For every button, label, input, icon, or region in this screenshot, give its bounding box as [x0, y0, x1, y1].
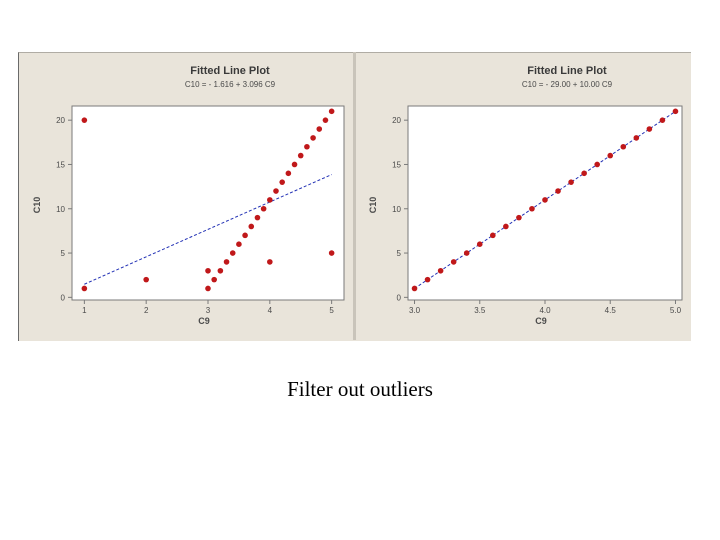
data-point	[273, 188, 279, 194]
data-point	[81, 117, 88, 123]
fitted-line-plot-filtered: Fitted Line Plot C10 = - 29.00 + 10.00 C9…	[368, 65, 683, 326]
data-point	[424, 276, 431, 283]
data-point	[205, 267, 211, 274]
regression-equation: C10 = - 29.00 + 10.00 C9	[522, 80, 613, 89]
fitted-line-plot-with-outliers: Fitted Line Plot C10 = - 1.616 + 3.096 C9…	[32, 65, 345, 326]
regression-equation: C10 = - 1.616 + 3.096 C9	[185, 80, 276, 89]
data-point	[620, 143, 627, 150]
x-axis-label: C9	[535, 316, 547, 326]
data-point	[310, 135, 316, 141]
plot-area	[407, 105, 683, 301]
data-point	[267, 259, 273, 265]
x-tick-label: 4.5	[605, 306, 617, 315]
data-point	[516, 214, 522, 221]
x-tick-label: 3	[206, 306, 211, 315]
chart-title: Fitted Line Plot	[190, 65, 270, 77]
y-tick-label: 20	[56, 116, 65, 125]
data-point	[291, 161, 298, 168]
data-point	[450, 259, 457, 265]
data-point	[490, 232, 496, 239]
data-point	[411, 285, 418, 292]
y-tick-label: 5	[397, 249, 402, 258]
y-tick-label: 15	[56, 160, 65, 169]
data-point	[328, 108, 335, 115]
chart-title: Fitted Line Plot	[527, 65, 607, 77]
data-point	[304, 143, 310, 150]
data-point	[279, 179, 285, 185]
data-point	[607, 152, 614, 159]
data-point	[568, 179, 574, 185]
data-point	[248, 223, 255, 230]
data-point	[316, 126, 323, 132]
data-point	[633, 135, 640, 141]
data-point	[463, 250, 470, 256]
data-point	[267, 197, 273, 203]
data-point	[205, 285, 211, 292]
data-point	[672, 108, 679, 115]
data-point	[542, 197, 548, 203]
y-tick-label: 5	[61, 249, 66, 258]
y-axis-label: C10	[32, 197, 42, 214]
x-tick-label: 4	[268, 306, 273, 315]
data-point	[529, 205, 535, 212]
y-tick-label: 0	[397, 293, 402, 302]
slide-caption: Filter out outliers	[287, 377, 433, 401]
data-point	[659, 117, 666, 123]
fitted-regression-line	[84, 174, 332, 285]
data-point	[503, 223, 509, 230]
data-point	[581, 170, 587, 177]
data-point	[260, 205, 267, 212]
panel-divider	[353, 52, 356, 340]
data-point	[236, 241, 242, 247]
x-tick-label: 5	[329, 306, 334, 315]
data-point	[594, 161, 600, 168]
y-tick-label: 10	[392, 205, 401, 214]
y-tick-label: 0	[61, 293, 66, 302]
y-tick-label: 15	[392, 160, 401, 169]
data-point	[328, 250, 335, 256]
data-point	[437, 267, 444, 274]
y-tick-label: 20	[392, 116, 401, 125]
y-axis-label: C10	[368, 197, 378, 214]
data-point	[81, 285, 88, 292]
data-point	[211, 276, 217, 283]
x-tick-label: 2	[144, 306, 149, 315]
data-point	[322, 117, 329, 123]
data-point	[223, 259, 230, 265]
data-point	[646, 126, 653, 132]
data-point	[217, 267, 224, 274]
y-tick-label: 10	[56, 205, 65, 214]
plot-area	[71, 105, 345, 301]
data-point	[285, 170, 292, 177]
x-axis-label: C9	[198, 316, 210, 326]
x-tick-label: 4.0	[539, 306, 551, 315]
data-point	[143, 276, 149, 283]
data-point	[254, 214, 261, 221]
data-point	[297, 152, 304, 159]
data-point	[555, 188, 561, 194]
data-point	[229, 250, 236, 256]
x-tick-label: 1	[82, 306, 87, 315]
data-point	[242, 232, 248, 239]
x-tick-label: 3.0	[409, 306, 421, 315]
x-tick-label: 3.5	[474, 306, 486, 315]
x-tick-label: 5.0	[670, 306, 682, 315]
data-point	[476, 241, 483, 247]
